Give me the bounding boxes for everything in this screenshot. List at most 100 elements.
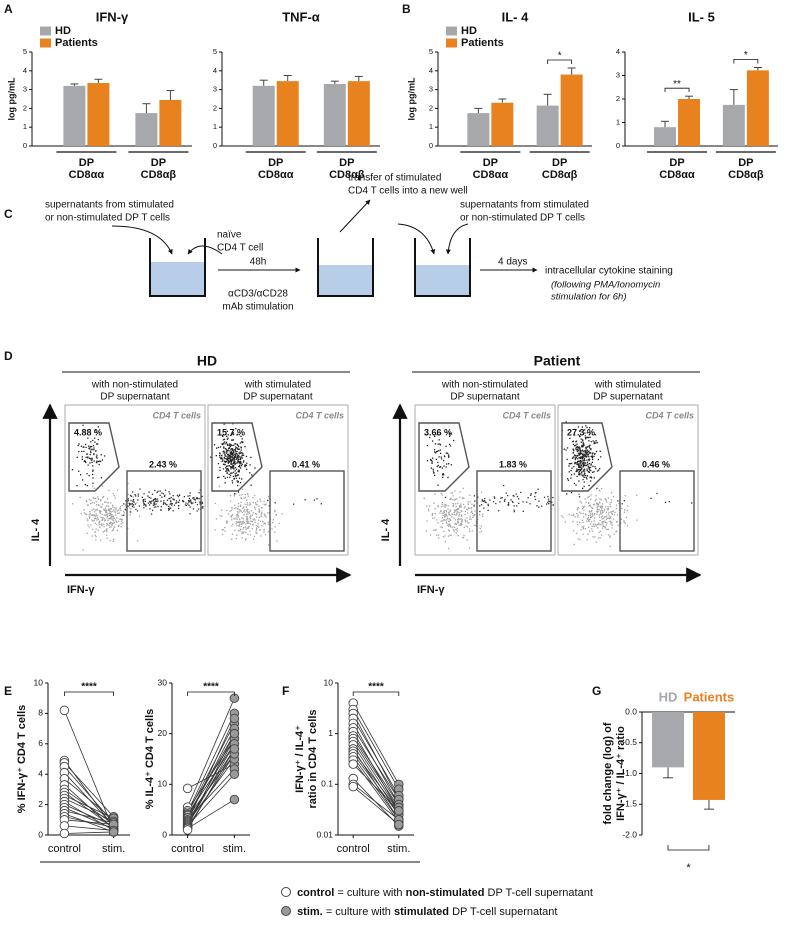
event-dot [87,456,89,458]
event-dot [105,514,107,517]
event-dot [256,532,258,534]
event-dot [441,526,443,529]
event-dot [573,482,576,485]
event-dot [609,536,611,538]
event-dot [219,453,221,455]
event-dot [98,523,100,526]
event-dot [439,444,442,446]
event-dot [232,459,234,461]
event-dot [80,445,82,447]
event-dot [143,507,145,509]
event-dot [587,516,590,519]
legend-text: DP T-cell supernatant [487,887,593,899]
event-dot [445,513,447,515]
event-dot [440,510,442,512]
event-dot [245,528,247,530]
event-dot [617,500,619,502]
event-dot [429,505,431,507]
event-dot [583,458,585,461]
event-dot [90,524,92,526]
event-dot [576,454,578,457]
event-dot [594,453,596,455]
x-tick-label: CD8αα [473,169,509,181]
group-title: HD [197,353,217,369]
event-dot [154,489,156,492]
event-dot [281,513,283,515]
event-dot [97,498,99,500]
event-dot [230,456,233,458]
event-dot [228,457,230,459]
event-dot [263,529,265,531]
event-dot [175,502,177,504]
event-dot [597,504,600,506]
event-dot [192,497,194,499]
event-dot [138,515,141,518]
event-dot [240,497,242,499]
event-dot [97,438,99,441]
y-tick-label: 2 [23,103,27,112]
event-dot [434,513,436,515]
event-dot [464,513,466,515]
event-dot [124,508,126,510]
condition-label: with non-stimulated [91,380,178,391]
event-dot [181,500,184,502]
event-dot [588,526,590,528]
event-dot [611,521,613,523]
event-dot [238,452,240,454]
event-dot [132,504,134,506]
event-dot [595,440,597,442]
event-dot [106,522,108,524]
legend: control = culture with non-stimulated DP… [281,884,593,922]
event-dot [100,460,102,463]
event-dot [101,513,103,515]
event-dot [233,444,235,446]
event-dot [571,514,573,516]
event-dot [572,441,574,443]
event-dot [278,522,280,525]
event-dot [584,464,586,467]
event-dot [636,519,638,521]
event-dot [447,524,449,526]
event-dot [455,514,457,517]
event-dot [113,507,115,509]
event-dot [148,496,150,499]
event-dot [231,452,233,454]
event-dot [93,514,95,516]
event-dot [589,514,591,517]
event-dot [604,526,606,528]
event-dot [587,463,589,465]
event-dot [530,493,532,495]
event-dot [236,458,238,460]
gate [269,470,345,552]
event-dot [578,480,580,482]
event-dot [494,497,496,499]
event-dot [169,493,171,495]
event-dot [244,493,246,496]
y-tick-label: 0 [213,141,217,150]
event-dot [583,485,585,488]
y-tick-label: 0.0 [625,706,637,716]
event-dot [224,453,226,456]
event-dot [568,513,570,516]
event-dot [507,494,509,497]
event-dot [168,507,170,510]
event-dot [466,517,468,519]
event-dot [438,439,440,441]
x-tick-label: control [337,843,370,855]
event-dot [272,522,274,524]
y-axis-label: IFN-γ⁺ / IL-4⁺ [294,725,306,793]
event-dot [238,525,240,527]
beaker [414,238,471,297]
dot-plot: 27.3 %0.46 %CD4 T cells [557,404,699,556]
event-dot [86,485,88,487]
event-dot [253,506,256,508]
event-dot [101,459,104,461]
event-dot [96,454,98,456]
significance-bracket [352,691,400,696]
event-dot [246,520,248,523]
event-dot [587,451,589,453]
event-dot [456,530,459,532]
event-dot [458,518,460,520]
event-dot [147,502,150,504]
event-dot [106,537,108,539]
